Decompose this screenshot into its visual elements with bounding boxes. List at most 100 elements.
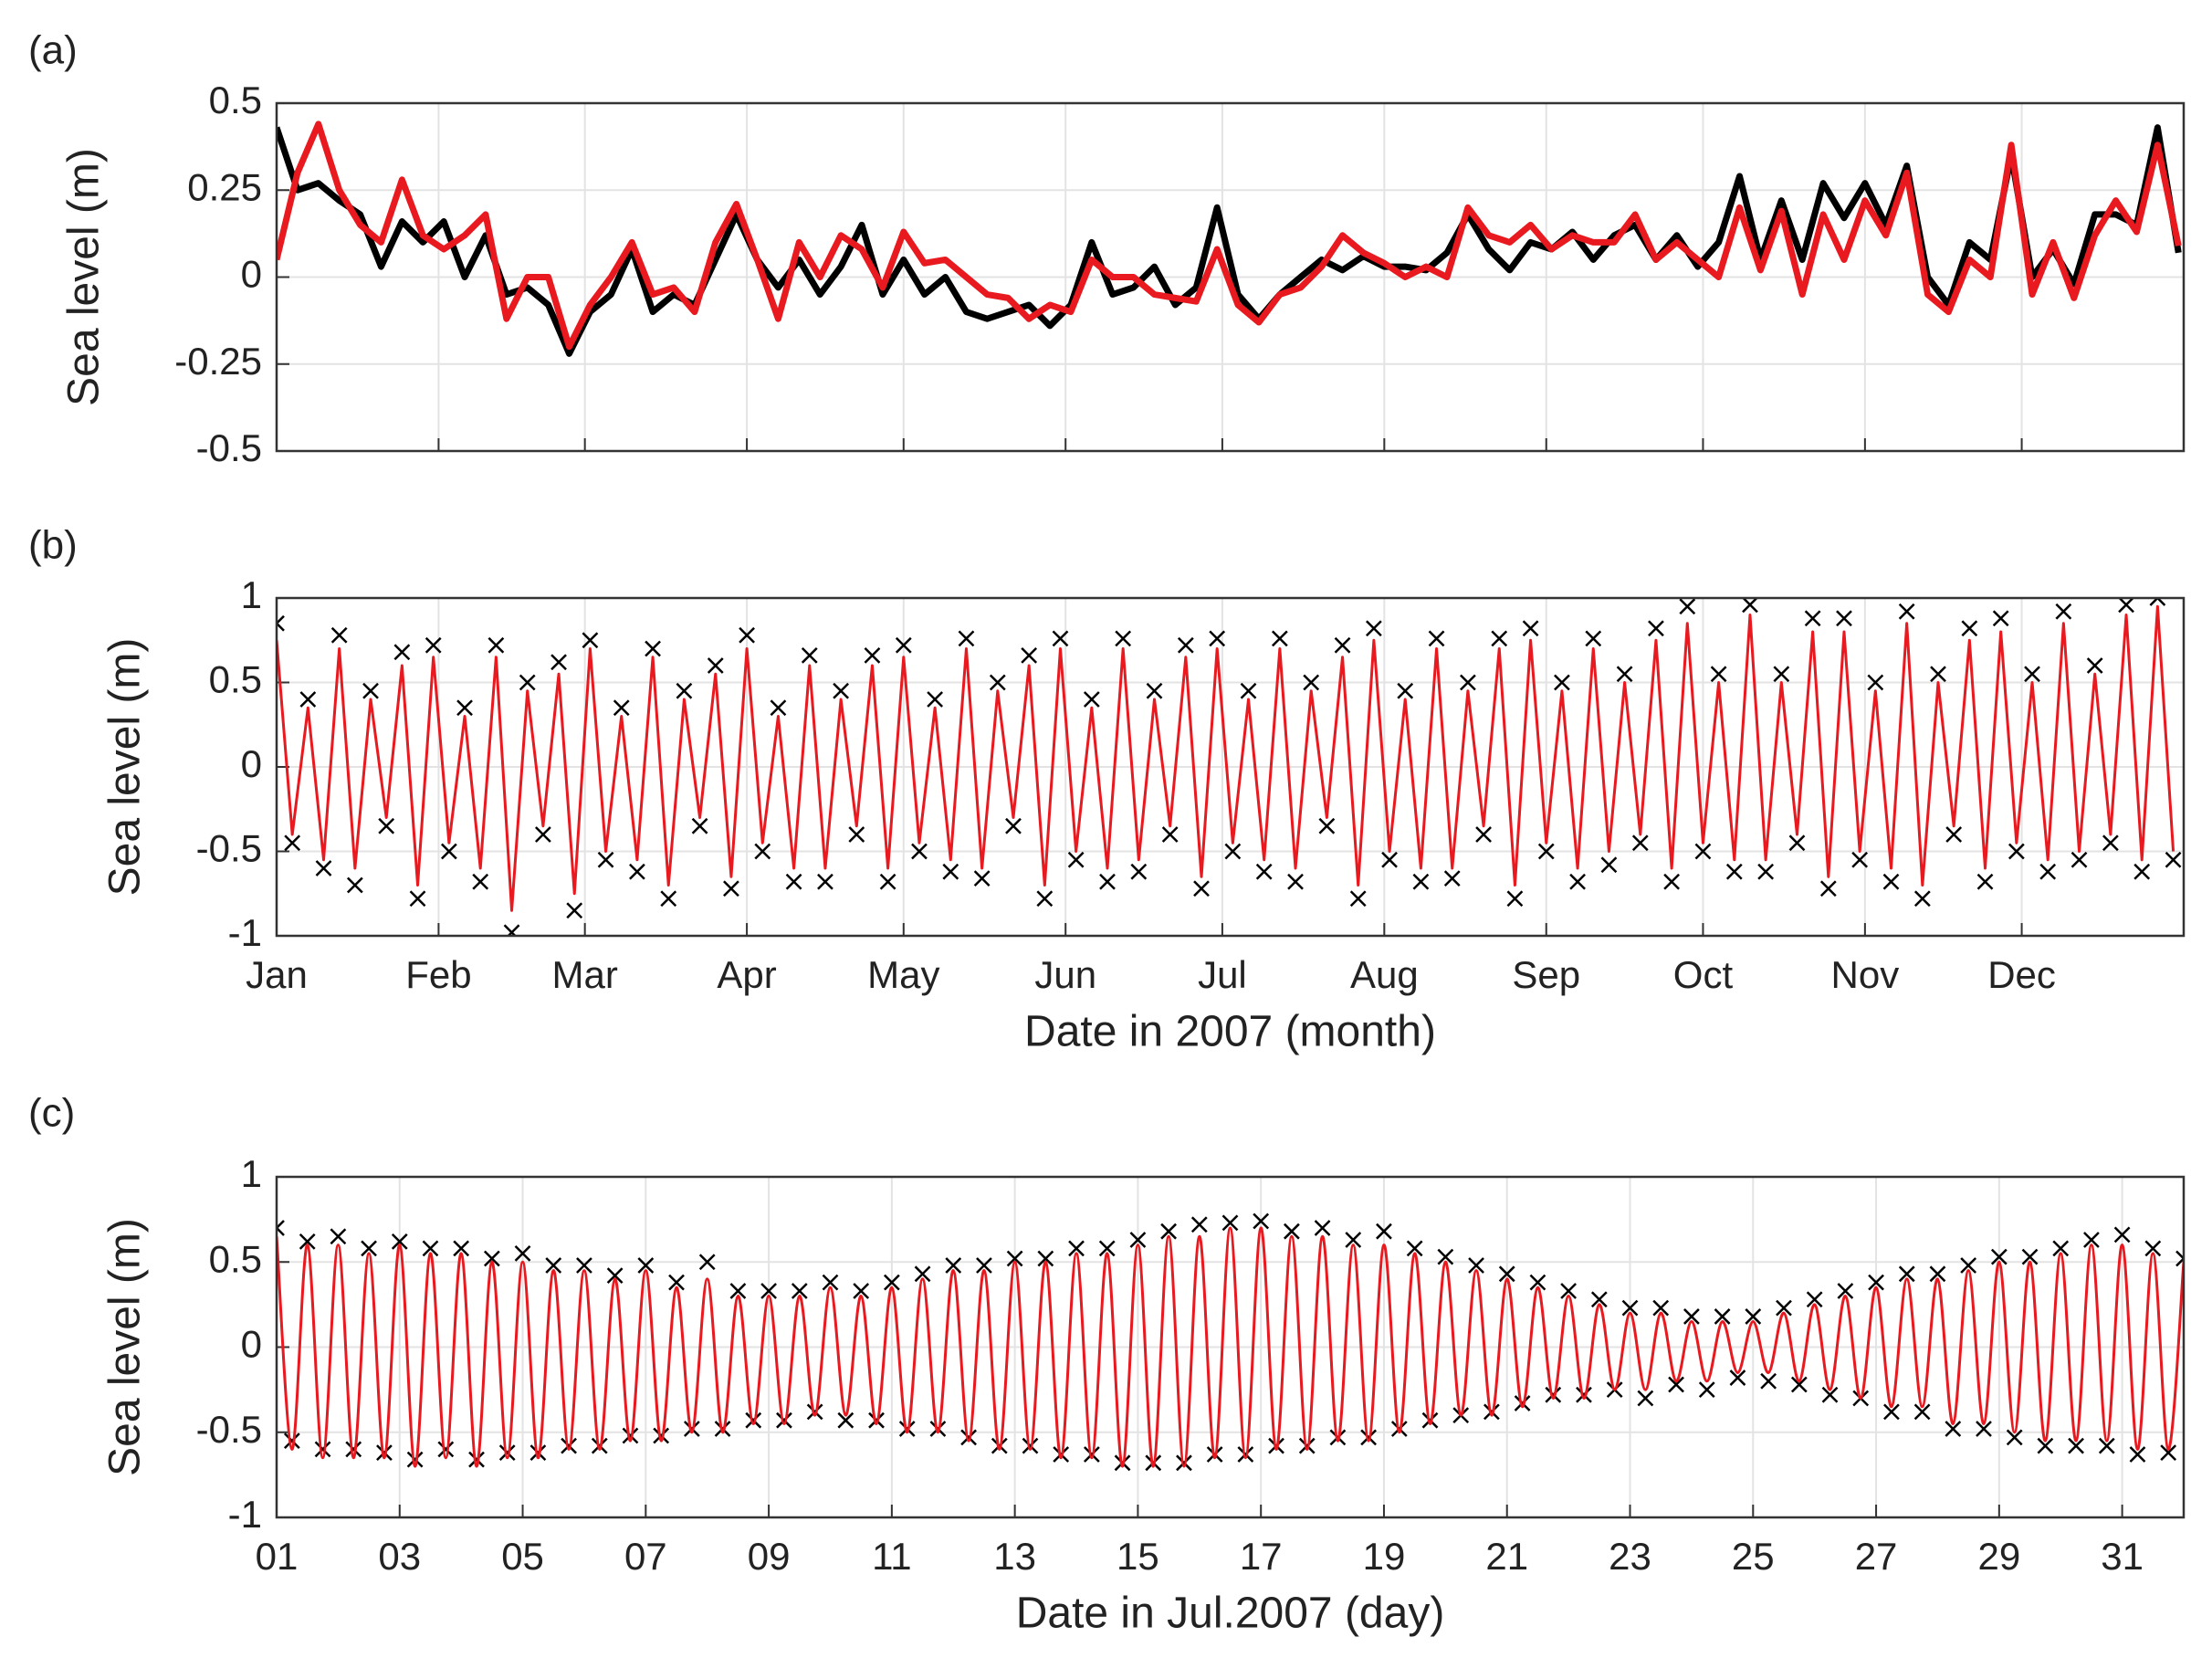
data-marker xyxy=(1929,1265,1946,1283)
data-marker xyxy=(1745,1308,1762,1325)
data-marker xyxy=(1334,636,1351,654)
data-marker xyxy=(1099,873,1116,890)
data-marker xyxy=(801,647,818,664)
data-marker xyxy=(1177,636,1194,654)
data-marker xyxy=(1021,647,1038,664)
data-marker xyxy=(868,1411,885,1429)
data-marker xyxy=(1067,851,1085,868)
data-marker xyxy=(1176,1454,1192,1472)
data-marker xyxy=(1460,674,1476,691)
data-marker xyxy=(345,1441,362,1458)
y-tick-label: 0.25 xyxy=(187,165,262,208)
data-marker xyxy=(691,817,708,834)
data-marker xyxy=(2021,1248,2039,1265)
data-marker xyxy=(714,1421,731,1437)
data-marker xyxy=(1554,674,1570,691)
data-marker xyxy=(2175,1250,2184,1267)
data-marker xyxy=(406,1451,424,1468)
data-marker xyxy=(1804,610,1821,627)
plot-frame xyxy=(275,1175,2186,1519)
x-tick-label: Apr xyxy=(717,953,776,996)
data-marker xyxy=(1006,1250,1023,1267)
data-marker xyxy=(822,1274,839,1291)
data-marker xyxy=(676,682,693,699)
x-tick-label: Jun xyxy=(1034,953,1096,996)
data-marker xyxy=(911,843,928,860)
data-marker xyxy=(2024,666,2040,683)
data-marker xyxy=(745,1411,762,1429)
data-marker xyxy=(2098,1437,2115,1454)
data-marker xyxy=(1710,666,1727,683)
data-marker xyxy=(1616,666,1633,683)
data-marker xyxy=(1560,1283,1578,1299)
plot-frame xyxy=(275,596,2186,938)
data-marker xyxy=(1514,1395,1531,1411)
x-tick-label: 23 xyxy=(1609,1535,1651,1578)
data-marker xyxy=(864,647,881,664)
data-marker xyxy=(1776,1299,1792,1317)
data-line xyxy=(277,124,2182,357)
data-marker xyxy=(1483,1403,1500,1421)
data-marker xyxy=(361,1240,377,1257)
data-marker xyxy=(1945,1421,1962,1437)
y-tick-label: 0 xyxy=(241,1323,262,1366)
x-tick-label: Oct xyxy=(1673,953,1734,996)
data-marker xyxy=(976,1257,992,1274)
x-tick-label: 07 xyxy=(624,1535,667,1578)
data-marker xyxy=(2068,1437,2084,1454)
data-marker xyxy=(535,826,551,843)
data-marker xyxy=(683,1421,700,1437)
data-marker xyxy=(2149,598,2166,606)
data-marker xyxy=(409,890,426,908)
data-marker xyxy=(2118,598,2134,614)
data-marker xyxy=(760,1283,777,1299)
data-marker xyxy=(1725,863,1743,880)
data-marker xyxy=(1491,630,1508,647)
data-marker xyxy=(817,873,833,890)
data-marker xyxy=(1961,620,1978,637)
data-marker xyxy=(1397,682,1414,699)
x-tick-label: 09 xyxy=(748,1535,791,1578)
x-tick-label: 03 xyxy=(378,1535,421,1578)
data-marker xyxy=(1648,620,1664,637)
x-tick-label: 05 xyxy=(501,1535,544,1578)
data-marker xyxy=(1349,890,1367,908)
x-tick-label: 13 xyxy=(993,1535,1036,1578)
data-marker xyxy=(1360,1429,1378,1446)
data-marker xyxy=(2083,1232,2100,1248)
data-marker xyxy=(378,817,395,834)
data-marker xyxy=(653,1427,670,1444)
data-marker xyxy=(1522,620,1539,637)
data-marker xyxy=(837,1411,854,1429)
data-marker xyxy=(1161,826,1179,843)
data-marker xyxy=(754,843,771,860)
data-marker xyxy=(425,636,442,654)
data-marker xyxy=(582,632,599,649)
data-marker xyxy=(2037,1437,2054,1454)
data-marker xyxy=(2052,1240,2070,1257)
data-marker xyxy=(545,1257,562,1274)
data-marker xyxy=(1600,856,1618,874)
data-marker xyxy=(739,626,755,644)
x-tick-label: 29 xyxy=(1977,1535,2020,1578)
data-marker xyxy=(1868,1274,1884,1291)
data-marker xyxy=(1898,603,1915,620)
data-marker xyxy=(613,699,630,717)
data-marker xyxy=(2133,863,2151,880)
data-marker xyxy=(1146,682,1163,699)
data-marker xyxy=(1318,817,1336,834)
y-tick-label: 0 xyxy=(241,253,262,296)
x-tick-label: Sep xyxy=(1512,953,1580,996)
data-marker xyxy=(770,699,787,717)
data-marker xyxy=(1945,826,1963,843)
x-tick-label: 11 xyxy=(872,1535,912,1578)
data-marker xyxy=(1287,873,1304,890)
data-marker xyxy=(277,614,285,632)
data-marker xyxy=(1821,1386,1839,1403)
panel: (b) Sea level (m) Date in 2007 (month) 1 0.5… xyxy=(28,523,2186,1056)
data-marker xyxy=(1867,674,1884,691)
data-marker xyxy=(929,1421,947,1437)
data-marker xyxy=(645,640,661,657)
y-axis-label: Sea level (m) xyxy=(101,638,150,897)
data-marker xyxy=(1631,834,1649,852)
